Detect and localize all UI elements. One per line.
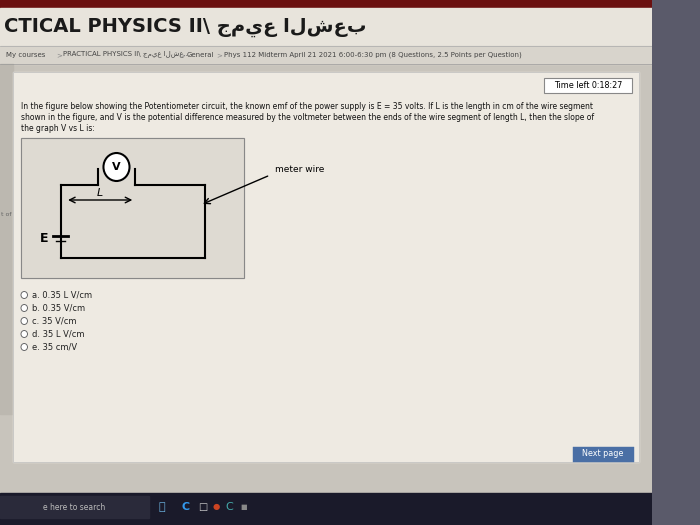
Circle shape <box>104 153 130 181</box>
Circle shape <box>21 331 27 338</box>
Bar <box>0 493 652 525</box>
Bar <box>20 138 244 278</box>
Text: shown in the figure, and V is the potential difference measured by the voltmeter: shown in the figure, and V is the potent… <box>20 113 594 122</box>
Text: My courses: My courses <box>6 52 45 58</box>
Text: >: > <box>216 52 222 58</box>
Text: a. 0.35 L V/cm: a. 0.35 L V/cm <box>32 290 92 299</box>
Text: Time left 0:18:27: Time left 0:18:27 <box>554 80 622 89</box>
Circle shape <box>21 304 27 311</box>
Text: General: General <box>186 52 214 58</box>
Text: the graph V vs L is:: the graph V vs L is: <box>20 124 94 133</box>
Text: ⧮: ⧮ <box>158 502 165 512</box>
Text: b. 0.35 V/cm: b. 0.35 V/cm <box>32 303 85 312</box>
Bar <box>0 496 149 518</box>
Text: meter wire: meter wire <box>275 164 324 173</box>
FancyBboxPatch shape <box>544 78 632 92</box>
Text: ■: ■ <box>240 504 247 510</box>
Text: t of: t of <box>1 213 12 217</box>
Text: In the figure below showing the Potentiometer circuit, the known emf of the powe: In the figure below showing the Potentio… <box>20 102 592 111</box>
Text: >: > <box>56 52 62 58</box>
Text: E: E <box>40 232 48 245</box>
Bar <box>0 46 652 64</box>
FancyBboxPatch shape <box>573 446 634 461</box>
Text: e. 35 cm/V: e. 35 cm/V <box>32 342 77 352</box>
Text: CTICAL PHYSICS II\ جميع الشعب: CTICAL PHYSICS II\ جميع الشعب <box>4 17 366 37</box>
Text: c. 35 V/cm: c. 35 V/cm <box>32 317 76 326</box>
Bar <box>0 64 652 525</box>
Text: ●: ● <box>213 502 220 511</box>
Text: C: C <box>225 502 233 512</box>
Bar <box>13 72 639 462</box>
Text: d. 35 L V/cm: d. 35 L V/cm <box>32 330 84 339</box>
Text: e here to search: e here to search <box>43 502 106 511</box>
Text: L: L <box>97 188 104 198</box>
Text: >: > <box>179 52 185 58</box>
Text: □: □ <box>199 502 208 512</box>
Bar <box>0 0 652 8</box>
Bar <box>20 138 244 278</box>
Bar <box>0 8 652 46</box>
Bar <box>13 72 639 462</box>
Text: PRACTICAL PHYSICS II\ جميع الشع...: PRACTICAL PHYSICS II\ جميع الشع... <box>64 51 190 58</box>
Bar <box>0 64 13 414</box>
Text: Next page: Next page <box>582 449 624 458</box>
Circle shape <box>21 343 27 351</box>
Circle shape <box>21 291 27 299</box>
Text: V: V <box>112 162 121 172</box>
Text: C: C <box>182 502 190 512</box>
Text: Phys 112 Midterm April 21 2021 6:00-6:30 pm (8 Questions, 2.5 Points per Questio: Phys 112 Midterm April 21 2021 6:00-6:30… <box>224 52 522 58</box>
Circle shape <box>21 318 27 324</box>
